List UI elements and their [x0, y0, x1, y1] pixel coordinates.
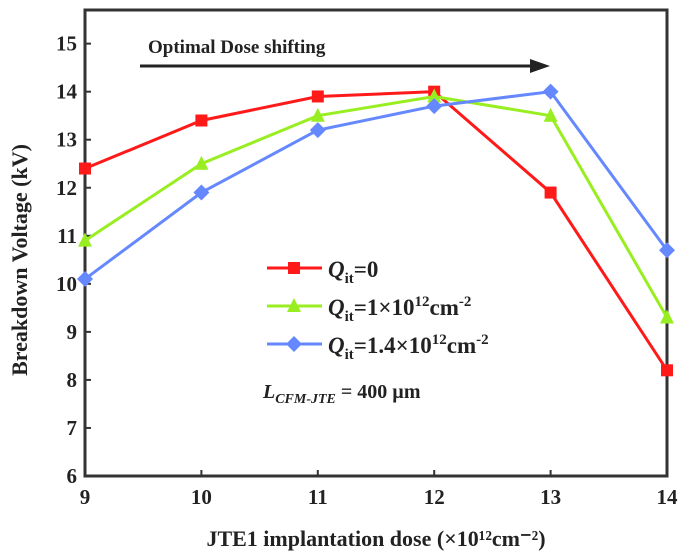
- data-point-2: [77, 271, 93, 288]
- data-point-2: [659, 242, 675, 259]
- data-point-1: [543, 107, 558, 122]
- y-tick-label: 7: [67, 416, 78, 440]
- legend-label-0: Qit=0: [328, 257, 378, 287]
- data-point-2: [309, 122, 326, 139]
- x-tick-label: 11: [308, 485, 328, 509]
- y-tick-label: 12: [56, 176, 77, 200]
- data-point-1: [427, 88, 442, 103]
- legend-label-2: Qit=1.4×1012cm-2: [328, 332, 489, 363]
- x-tick-label: 12: [424, 485, 445, 509]
- data-point-0: [311, 90, 324, 103]
- data-point-2: [193, 184, 210, 201]
- data-point-0: [195, 114, 208, 127]
- y-tick-label: 6: [67, 464, 78, 488]
- data-point-2: [426, 98, 443, 115]
- legend-label-1: Qit=1×1012cm-2: [328, 294, 471, 325]
- series-line-0: [84, 90, 669, 372]
- data-point-2: [542, 83, 559, 100]
- series-line-1: [84, 94, 669, 319]
- y-tick-label: 8: [67, 368, 78, 392]
- plot-frame: [83, 8, 669, 478]
- y-tick-label: 13: [56, 128, 77, 152]
- annotation-text: Optimal Dose shifting: [148, 37, 326, 58]
- data-point-1: [78, 232, 92, 247]
- y-tick-label: 10: [56, 272, 77, 296]
- legend-marker-1: [287, 298, 301, 312]
- x-tick-label: 9: [80, 485, 91, 509]
- arrow-head: [530, 59, 550, 73]
- x-tick-label: 14: [657, 485, 679, 509]
- data-point-0: [79, 162, 91, 175]
- y-tick-label: 15: [56, 32, 77, 56]
- x-tick-label: 10: [191, 485, 212, 509]
- y-tick-label: 14: [56, 80, 78, 104]
- series-line-2: [84, 90, 669, 281]
- legend-marker-2: [286, 336, 302, 352]
- data-point-1: [194, 155, 209, 170]
- data-point-0: [544, 186, 557, 199]
- x-axis-label: JTE1 implantation dose (×10¹²cm⁻²): [206, 526, 545, 551]
- y-axis-label: Breakdown Voltage (kV): [7, 144, 32, 376]
- length-note: LCFM-JTE = 400 µm: [262, 381, 421, 407]
- data-point-1: [310, 107, 325, 122]
- x-tick-label: 13: [540, 485, 561, 509]
- y-tick-label: 11: [57, 224, 77, 248]
- legend-marker-0: [288, 262, 300, 274]
- data-point-1: [660, 309, 674, 324]
- data-point-0: [661, 364, 673, 377]
- y-tick-label: 9: [67, 320, 78, 344]
